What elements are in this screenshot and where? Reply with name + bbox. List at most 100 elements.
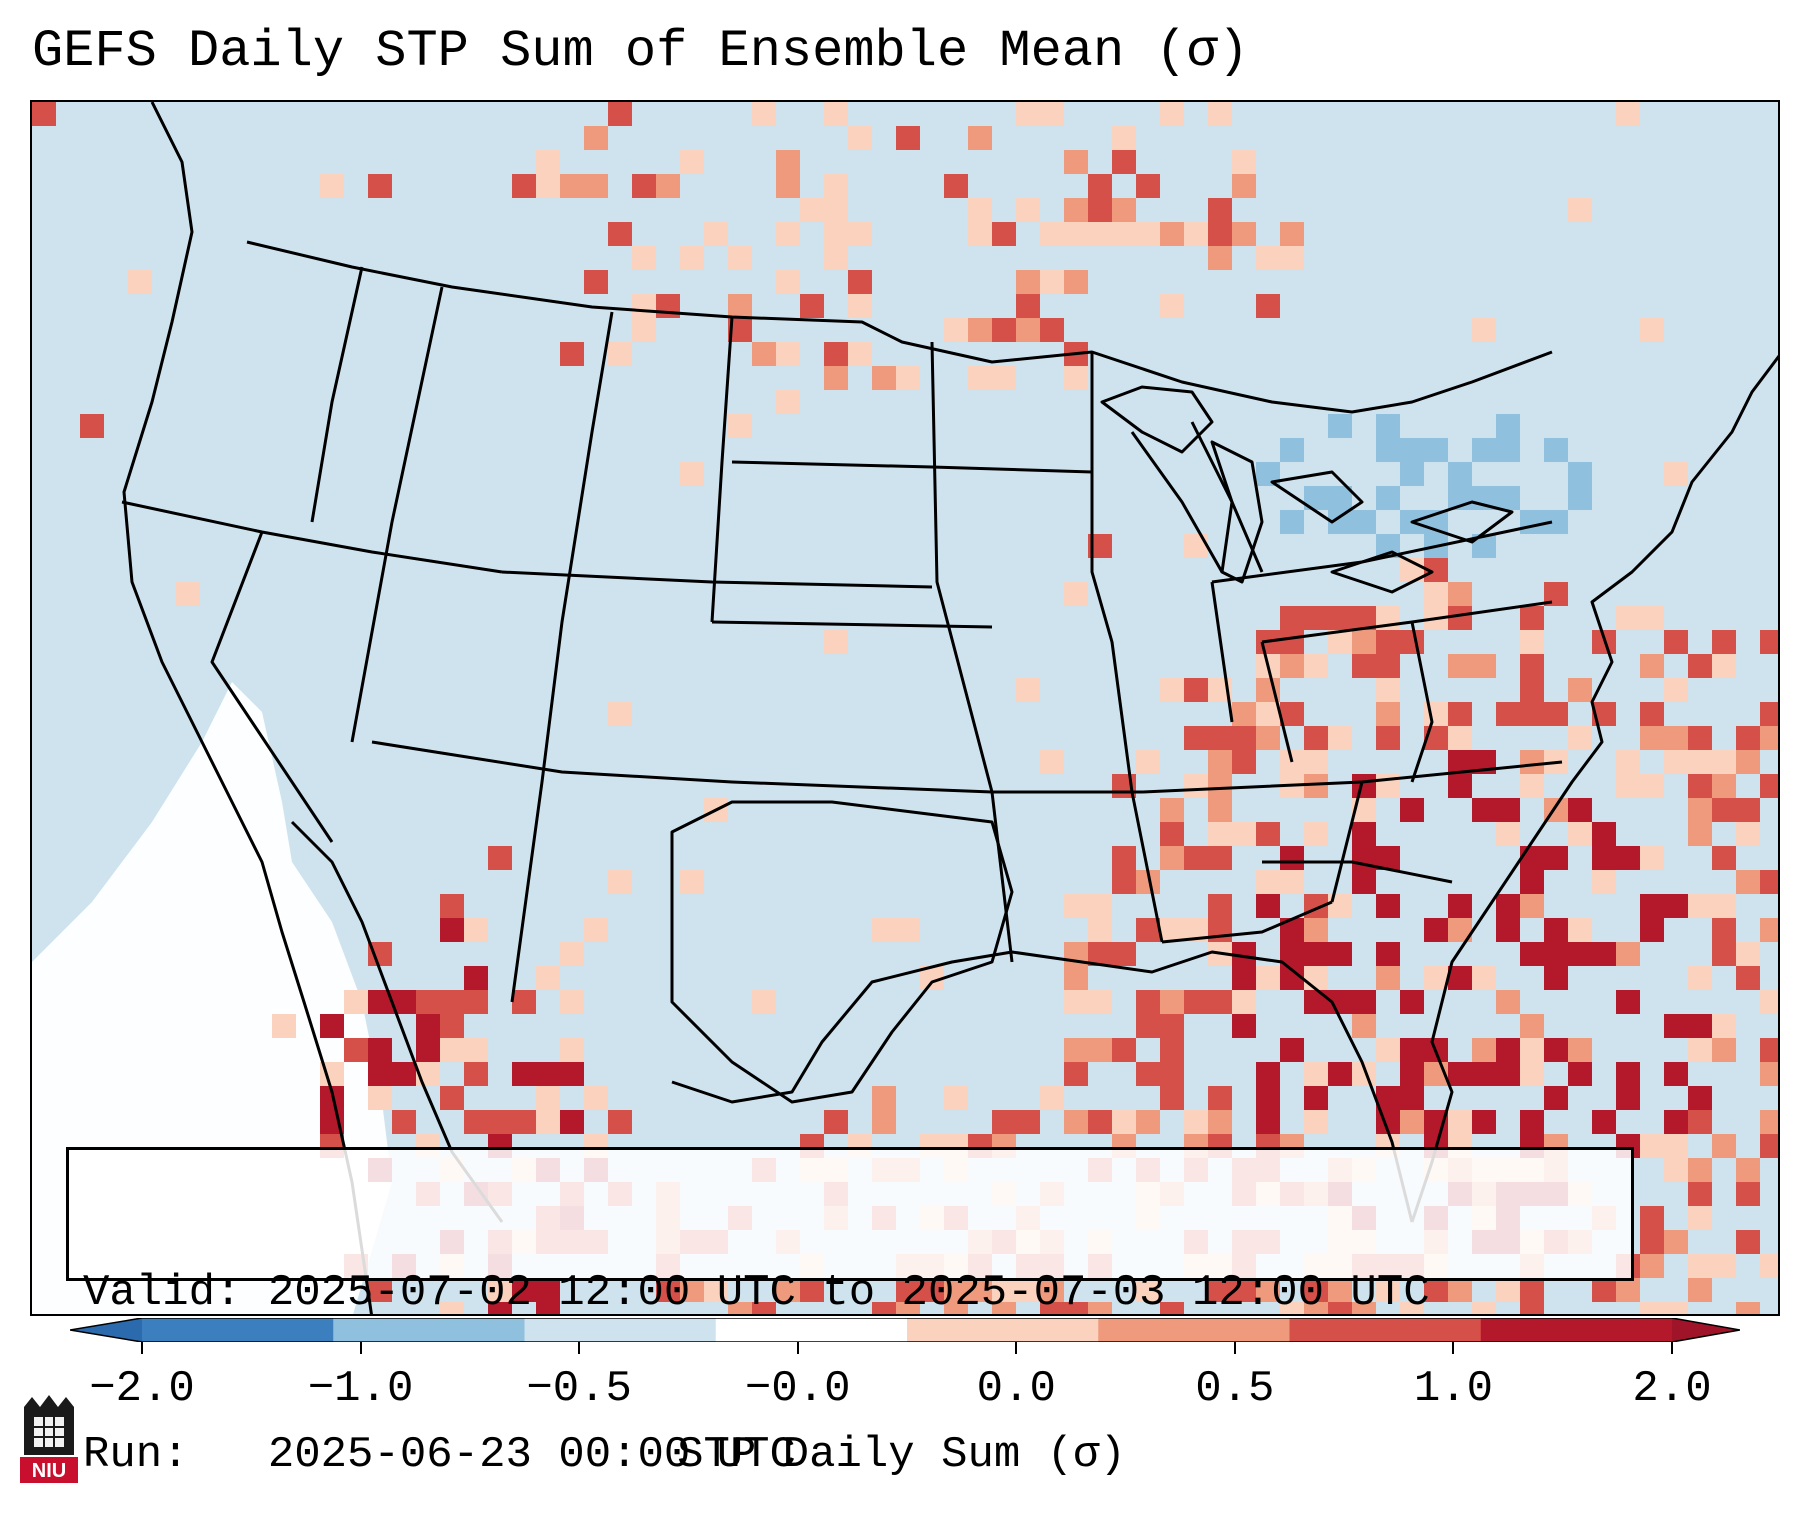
anomaly-cell (1712, 846, 1736, 870)
anomaly-cell (1400, 462, 1424, 486)
anomaly-cell (992, 222, 1016, 246)
anomaly-cell (776, 270, 800, 294)
anomaly-cell (1088, 1302, 1112, 1314)
anomaly-cell (1280, 246, 1304, 270)
anomaly-cell (1544, 1038, 1568, 1062)
anomaly-cell (632, 174, 656, 198)
boundary-line (711, 620, 993, 629)
anomaly-cell (1160, 1086, 1184, 1110)
anomaly-cell (1088, 918, 1112, 942)
anomaly-cell (1160, 294, 1184, 318)
anomaly-cell (1640, 1302, 1664, 1314)
boundary-line (1410, 354, 1778, 1223)
colorbar-segment (715, 1318, 908, 1342)
anomaly-cell (1472, 798, 1496, 822)
colorbar-extend-high (1672, 1318, 1740, 1342)
anomaly-cell (1712, 942, 1736, 966)
anomaly-cell (1064, 1038, 1088, 1062)
anomaly-cell (896, 918, 920, 942)
anomaly-cell (1136, 918, 1160, 942)
anomaly-cell (488, 1278, 512, 1302)
anomaly-cell (1592, 942, 1616, 966)
anomaly-cell (1520, 678, 1544, 702)
anomaly-cell (560, 342, 584, 366)
anomaly-cell (1688, 750, 1712, 774)
anomaly-cell (1568, 1038, 1592, 1062)
anomaly-cell (1640, 846, 1664, 870)
anomaly-cell (1520, 1014, 1544, 1038)
boundary-line (310, 266, 364, 523)
anomaly-cell (1664, 1134, 1688, 1158)
anomaly-cell (1736, 1158, 1760, 1182)
colorbar-segment (907, 1318, 1099, 1342)
anomaly-cell (1328, 1302, 1352, 1314)
anomaly-cell (1592, 846, 1616, 870)
anomaly-cell (1256, 822, 1280, 846)
boundary-line (670, 800, 1014, 1104)
anomaly-cell (1472, 1110, 1496, 1134)
anomaly-cell (1688, 726, 1712, 750)
anomaly-cell (536, 1110, 560, 1134)
anomaly-cell (1640, 606, 1664, 630)
anomaly-cell (1208, 1086, 1232, 1110)
anomaly-cell (1400, 1302, 1424, 1314)
anomaly-cell (1232, 150, 1256, 174)
colorbar-label: STP Daily Sum (σ) (677, 1430, 1126, 1480)
anomaly-cell (1160, 678, 1184, 702)
anomaly-cell (1112, 1038, 1136, 1062)
anomaly-cell (1280, 630, 1304, 654)
anomaly-cell (368, 1278, 392, 1302)
anomaly-cell (1328, 1278, 1352, 1302)
anomaly-cell (752, 102, 776, 126)
anomaly-cell (1112, 846, 1136, 870)
anomaly-cell (1184, 990, 1208, 1014)
anomaly-cell (1520, 606, 1544, 630)
anomaly-cell (1448, 582, 1472, 606)
anomaly-cell (1616, 1278, 1640, 1302)
anomaly-cell (344, 990, 368, 1014)
anomaly-cell (1592, 870, 1616, 894)
anomaly-cell (1664, 726, 1688, 750)
anomaly-cell (824, 366, 848, 390)
anomaly-cell (1280, 1302, 1304, 1314)
anomaly-cell (1472, 1062, 1496, 1086)
anomaly-cell (1520, 774, 1544, 798)
anomaly-cell (1328, 1062, 1352, 1086)
anomaly-cell (536, 1062, 560, 1086)
anomaly-cell (1088, 222, 1112, 246)
anomaly-cell (1736, 798, 1760, 822)
anomaly-cell (1208, 798, 1232, 822)
anomaly-cell (1160, 918, 1184, 942)
anomaly-cell (1760, 774, 1778, 798)
anomaly-cell (1424, 438, 1448, 462)
anomaly-cell (1112, 1110, 1136, 1134)
anomaly-cell (944, 174, 968, 198)
anomaly-cell (1136, 174, 1160, 198)
anomaly-cell (1136, 990, 1160, 1014)
anomaly-cell (1280, 438, 1304, 462)
anomaly-cell (1448, 606, 1472, 630)
anomaly-cell (1208, 102, 1232, 126)
anomaly-cell (1160, 1014, 1184, 1038)
anomaly-cell (560, 990, 584, 1014)
anomaly-cell (1304, 918, 1328, 942)
anomaly-cell (872, 1110, 896, 1134)
anomaly-cell (1688, 822, 1712, 846)
anomaly-cell (1568, 1062, 1592, 1086)
boundary-line (1130, 431, 1224, 573)
anomaly-cell (560, 1062, 584, 1086)
anomaly-cell (1448, 966, 1472, 990)
anomaly-cell (608, 102, 632, 126)
anomaly-cell (1616, 846, 1640, 870)
anomaly-cell (1640, 726, 1664, 750)
valid-line: Valid: 2025-07-02 12:00 UTC to 2025-07-0… (83, 1266, 1631, 1320)
anomaly-cell (1016, 1110, 1040, 1134)
boundary-line (1130, 791, 1164, 943)
anomaly-cell (1208, 726, 1232, 750)
anomaly-cell (1520, 510, 1544, 534)
anomaly-cell (536, 150, 560, 174)
anomaly-cell (1376, 414, 1400, 438)
anomaly-cell (1064, 1110, 1088, 1134)
anomaly-cell (1352, 870, 1376, 894)
logo-text: NIU (32, 1460, 66, 1482)
